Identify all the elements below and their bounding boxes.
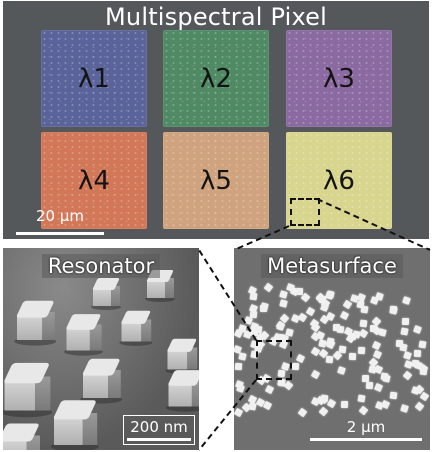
resonator-cube xyxy=(119,310,153,346)
nanoparticle-dot xyxy=(260,302,269,311)
panel-title-text: Metasurface xyxy=(261,254,403,278)
nanoparticle-dot xyxy=(305,306,316,317)
nanoparticle-dot xyxy=(414,401,425,412)
nanoparticle-dot xyxy=(411,359,420,368)
nanoparticle-dot xyxy=(325,339,336,350)
nanoparticle-dot xyxy=(234,362,243,371)
resonator-sem-panel: Resonator 200 nm xyxy=(3,248,199,450)
nanoparticle-dot xyxy=(318,406,329,417)
nanoparticle-dot xyxy=(360,305,369,314)
nanoparticle-dot xyxy=(339,310,350,321)
nanoparticle-dot xyxy=(375,401,384,410)
nanoparticle-dot xyxy=(262,400,273,411)
nanoparticle-dot xyxy=(389,306,398,315)
nanoparticle-dot xyxy=(326,398,337,409)
filter-lambda3: λ3 xyxy=(286,30,392,127)
nanoparticle-dot xyxy=(401,317,410,326)
scalebar-box-resonator xyxy=(123,415,195,445)
nanoparticle-dot xyxy=(395,339,404,348)
nanoparticle-dot xyxy=(279,299,288,308)
resonator-cube xyxy=(165,338,199,374)
resonator-cube xyxy=(3,362,53,418)
resonator-cube xyxy=(80,358,123,404)
resonator-cube xyxy=(91,278,121,310)
nanoparticle-dot xyxy=(371,340,382,351)
region-of-interest-box xyxy=(290,198,320,226)
nanoparticle-dot xyxy=(337,366,346,375)
nanoparticle-dot xyxy=(413,325,422,334)
scalebar-line-resonator xyxy=(127,438,191,441)
scalebar-line-metasurface xyxy=(310,438,422,441)
resonator-cube xyxy=(3,423,42,450)
scalebar-label-metasurface: 2 μm xyxy=(346,418,386,436)
scalebar-line-top xyxy=(16,232,104,235)
nanoparticle-dot xyxy=(295,353,306,364)
scalebar-label-resonator: 200 nm xyxy=(130,418,188,436)
resonator-cube xyxy=(165,370,199,412)
nanoparticle-dot xyxy=(325,355,334,364)
filter-label: λ3 xyxy=(323,63,355,94)
nanoparticle-dot xyxy=(402,370,413,381)
filter-lambda5: λ5 xyxy=(163,132,269,229)
nanoparticle-dot xyxy=(295,287,304,296)
nanoparticle-dot xyxy=(400,327,409,336)
nanoparticle-dot xyxy=(332,323,341,332)
nanoparticle-dot xyxy=(400,404,409,413)
nanoparticle-dot xyxy=(365,381,374,390)
filter-lambda4: λ4 xyxy=(41,132,147,229)
scalebar-label-top: 20 μm xyxy=(35,207,84,225)
nanoparticle-dot xyxy=(234,328,244,339)
filter-label: λ5 xyxy=(200,165,232,196)
nanoparticle-dot xyxy=(348,352,357,361)
nanoparticle-dot xyxy=(357,394,366,403)
nanoparticle-dot xyxy=(359,319,368,328)
multispectral-pixel-panel: Multispectral Pixel λ1 λ2 λ3 λ4 λ5 λ6 20… xyxy=(3,1,429,239)
nanoparticle-dot xyxy=(276,322,285,331)
resonator-cube xyxy=(63,314,103,356)
nanoparticle-dot xyxy=(357,346,366,355)
resonator-cube xyxy=(50,400,99,450)
panel-title-metasurface: Metasurface xyxy=(234,254,430,278)
nanoparticle-dot xyxy=(413,349,422,358)
nanoparticle-dot xyxy=(263,282,274,293)
nanoparticle-dot xyxy=(310,369,321,380)
panel-title-multispectral: Multispectral Pixel xyxy=(105,3,327,31)
panel-title-text: Resonator xyxy=(41,254,161,278)
nanoparticle-dot xyxy=(234,407,244,418)
nanoparticle-dot xyxy=(319,302,330,313)
filter-label: λ4 xyxy=(78,165,110,196)
panel-title-resonator: Resonator xyxy=(3,254,199,278)
nanoparticle-dot xyxy=(419,391,430,402)
filter-label: λ6 xyxy=(323,165,355,196)
filter-lambda2: λ2 xyxy=(163,30,269,127)
region-of-interest-box xyxy=(256,340,292,380)
resonator-cube xyxy=(145,270,175,302)
nanoparticle-dot xyxy=(369,324,378,333)
nanoparticle-dot xyxy=(279,290,288,299)
nanoparticle-dot xyxy=(236,384,245,393)
nanoparticle-dot xyxy=(358,328,369,339)
nanoparticle-dot xyxy=(310,396,321,407)
filter-label: λ2 xyxy=(200,63,232,94)
nanoparticle-dot xyxy=(389,391,398,400)
nanoparticle-dot xyxy=(380,372,389,381)
nanoparticle-dot xyxy=(402,296,411,305)
nanoparticle-dot xyxy=(403,351,412,360)
nanoparticle-dot xyxy=(373,382,384,393)
resonator-cube xyxy=(14,300,57,346)
nanoparticle-dot xyxy=(285,328,294,337)
nanoparticle-dot xyxy=(249,292,258,301)
filter-lambda1: λ1 xyxy=(41,30,147,127)
nanoparticle-dot xyxy=(418,340,427,349)
nanoparticle-dot xyxy=(297,407,308,418)
metasurface-sem-panel: Metasurface 2 μm xyxy=(234,248,430,450)
nanoparticle-dot xyxy=(264,384,275,395)
nanoparticle-dot xyxy=(290,313,301,324)
filter-label: λ1 xyxy=(78,63,110,94)
nanoparticle-dot xyxy=(320,394,329,403)
nanoparticle-dot xyxy=(340,400,349,409)
nanoparticle-dot xyxy=(358,405,369,416)
nanoparticle-dot xyxy=(291,362,300,371)
nanoparticle-dot xyxy=(254,325,263,334)
